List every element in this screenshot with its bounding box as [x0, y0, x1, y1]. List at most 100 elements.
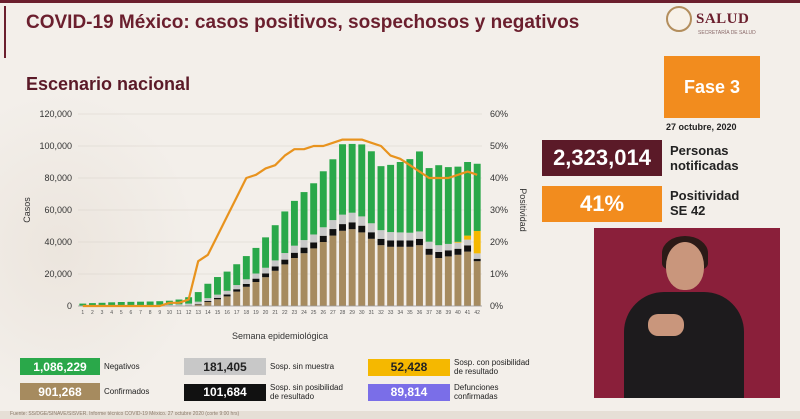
bar-segment	[319, 171, 327, 228]
bar-segment	[88, 303, 96, 306]
bar-segment	[223, 290, 231, 295]
bar-segment	[444, 243, 452, 251]
bar-segment	[348, 143, 356, 213]
x-tick-label: 14	[205, 310, 211, 316]
bar-segment	[464, 162, 472, 236]
bar-segment	[406, 246, 414, 306]
bar-segment	[79, 303, 87, 306]
x-tick-label: 6	[130, 310, 133, 316]
legend-label: Sosp. sin muestra	[270, 362, 334, 371]
positividad-label-line1: Positividad	[670, 188, 740, 203]
bar-segment	[473, 253, 481, 259]
y-tick-label: 0	[67, 301, 72, 311]
legend-value: 181,405	[203, 359, 247, 374]
y2-axis-title: Positividad	[518, 188, 528, 232]
bar-segment	[339, 144, 346, 215]
bar-segment	[348, 229, 356, 306]
bar-segment	[425, 168, 433, 242]
x-tick-label: 42	[474, 310, 480, 316]
bar-segment	[310, 183, 318, 235]
bar-segment	[310, 234, 318, 243]
x-tick-label: 24	[301, 310, 307, 316]
bar-segment	[204, 298, 212, 302]
y2-tick-label: 50%	[490, 141, 508, 151]
x-tick-label: 29	[349, 310, 355, 316]
seal-icon	[666, 6, 692, 32]
interpreter-hands	[648, 314, 684, 336]
bar-segment	[242, 256, 250, 280]
bar-segment	[252, 273, 260, 279]
bar-segment	[117, 302, 125, 306]
x-tick-label: 11	[176, 310, 181, 316]
notificadas-label-line2: notificadas	[670, 158, 739, 173]
bar-segment	[329, 229, 337, 236]
legend-label-line1: Sosp. con posibilidad	[454, 358, 530, 367]
bar-segment	[444, 167, 452, 244]
legend-label-line1: Negativos	[104, 362, 140, 371]
bar-segment	[396, 232, 404, 241]
x-tick-label: 13	[195, 310, 201, 316]
x-tick-label: 12	[186, 310, 192, 316]
bar-segment	[367, 232, 375, 239]
bar-segment	[290, 245, 298, 253]
bar-segment	[329, 220, 337, 230]
bar-segment	[358, 144, 366, 217]
legend-item-negativos: 1,086,229 Negativos	[20, 358, 140, 375]
side-rule	[4, 6, 6, 58]
bar-segment	[377, 238, 385, 246]
scenario-title: Escenario nacional	[26, 74, 191, 94]
fase-badge: Fase 3	[664, 56, 760, 118]
x-tick-label: 4	[110, 310, 113, 316]
legend-value: 901,268	[38, 384, 82, 399]
bar-segment	[396, 240, 404, 247]
bar-segment	[435, 165, 443, 246]
bar-segment	[204, 301, 212, 302]
bar-segment	[406, 240, 414, 247]
legend-label-line1: Sosp. sin muestra	[270, 362, 335, 371]
bar-segment	[329, 159, 337, 221]
x-tick-label: 39	[446, 310, 452, 316]
legend-value: 52,428	[390, 360, 428, 374]
bar-segment	[252, 247, 260, 274]
bar-segment	[367, 238, 375, 306]
bar-segment	[387, 164, 395, 233]
bar-segment	[454, 166, 462, 242]
bar-segment	[271, 266, 279, 271]
bar-segment	[300, 192, 308, 241]
x-tick-label: 32	[378, 310, 384, 316]
bar-segment	[233, 264, 241, 286]
report-date: 27 octubre, 2020	[666, 122, 737, 132]
logo-subtitle: SECRETARÍA DE SALUD	[698, 30, 756, 36]
x-tick-label: 31	[369, 310, 375, 316]
legend-label-line2: confirmadas	[454, 392, 498, 401]
bar-segment	[290, 252, 298, 258]
y2-tick-label: 20%	[490, 237, 508, 247]
bar-segment	[281, 259, 289, 265]
x-tick-label: 33	[388, 310, 394, 316]
bar-segment	[473, 163, 481, 231]
x-tick-label: 30	[359, 310, 365, 316]
bar-segment	[242, 283, 250, 287]
bar-segment	[377, 166, 385, 231]
bar-segment	[339, 230, 346, 306]
bar-segment	[300, 240, 308, 248]
bar-segment	[262, 277, 270, 306]
legend-swatch: 1,086,229	[20, 358, 100, 375]
bar-segment	[300, 253, 308, 306]
x-tick-label: 35	[407, 310, 413, 316]
positividad-line	[82, 138, 478, 308]
legend-label: Sosp. con posibilidad de resultado	[454, 358, 530, 376]
bar-segment	[435, 251, 443, 258]
bar-segment	[339, 214, 346, 225]
bar-segment	[214, 277, 221, 295]
x-tick-label: 41	[465, 310, 471, 316]
bar-segment	[473, 230, 481, 254]
notificadas-label-line1: Personas	[670, 143, 729, 158]
legend-swatch: 901,268	[20, 383, 100, 400]
y-axis-title: Casos	[22, 197, 32, 223]
bar-segment	[281, 253, 289, 260]
bar-segment	[377, 245, 385, 306]
positividad-label: Positividad SE 42	[670, 188, 739, 218]
bar-segment	[329, 235, 337, 306]
bar-segment	[262, 267, 270, 274]
